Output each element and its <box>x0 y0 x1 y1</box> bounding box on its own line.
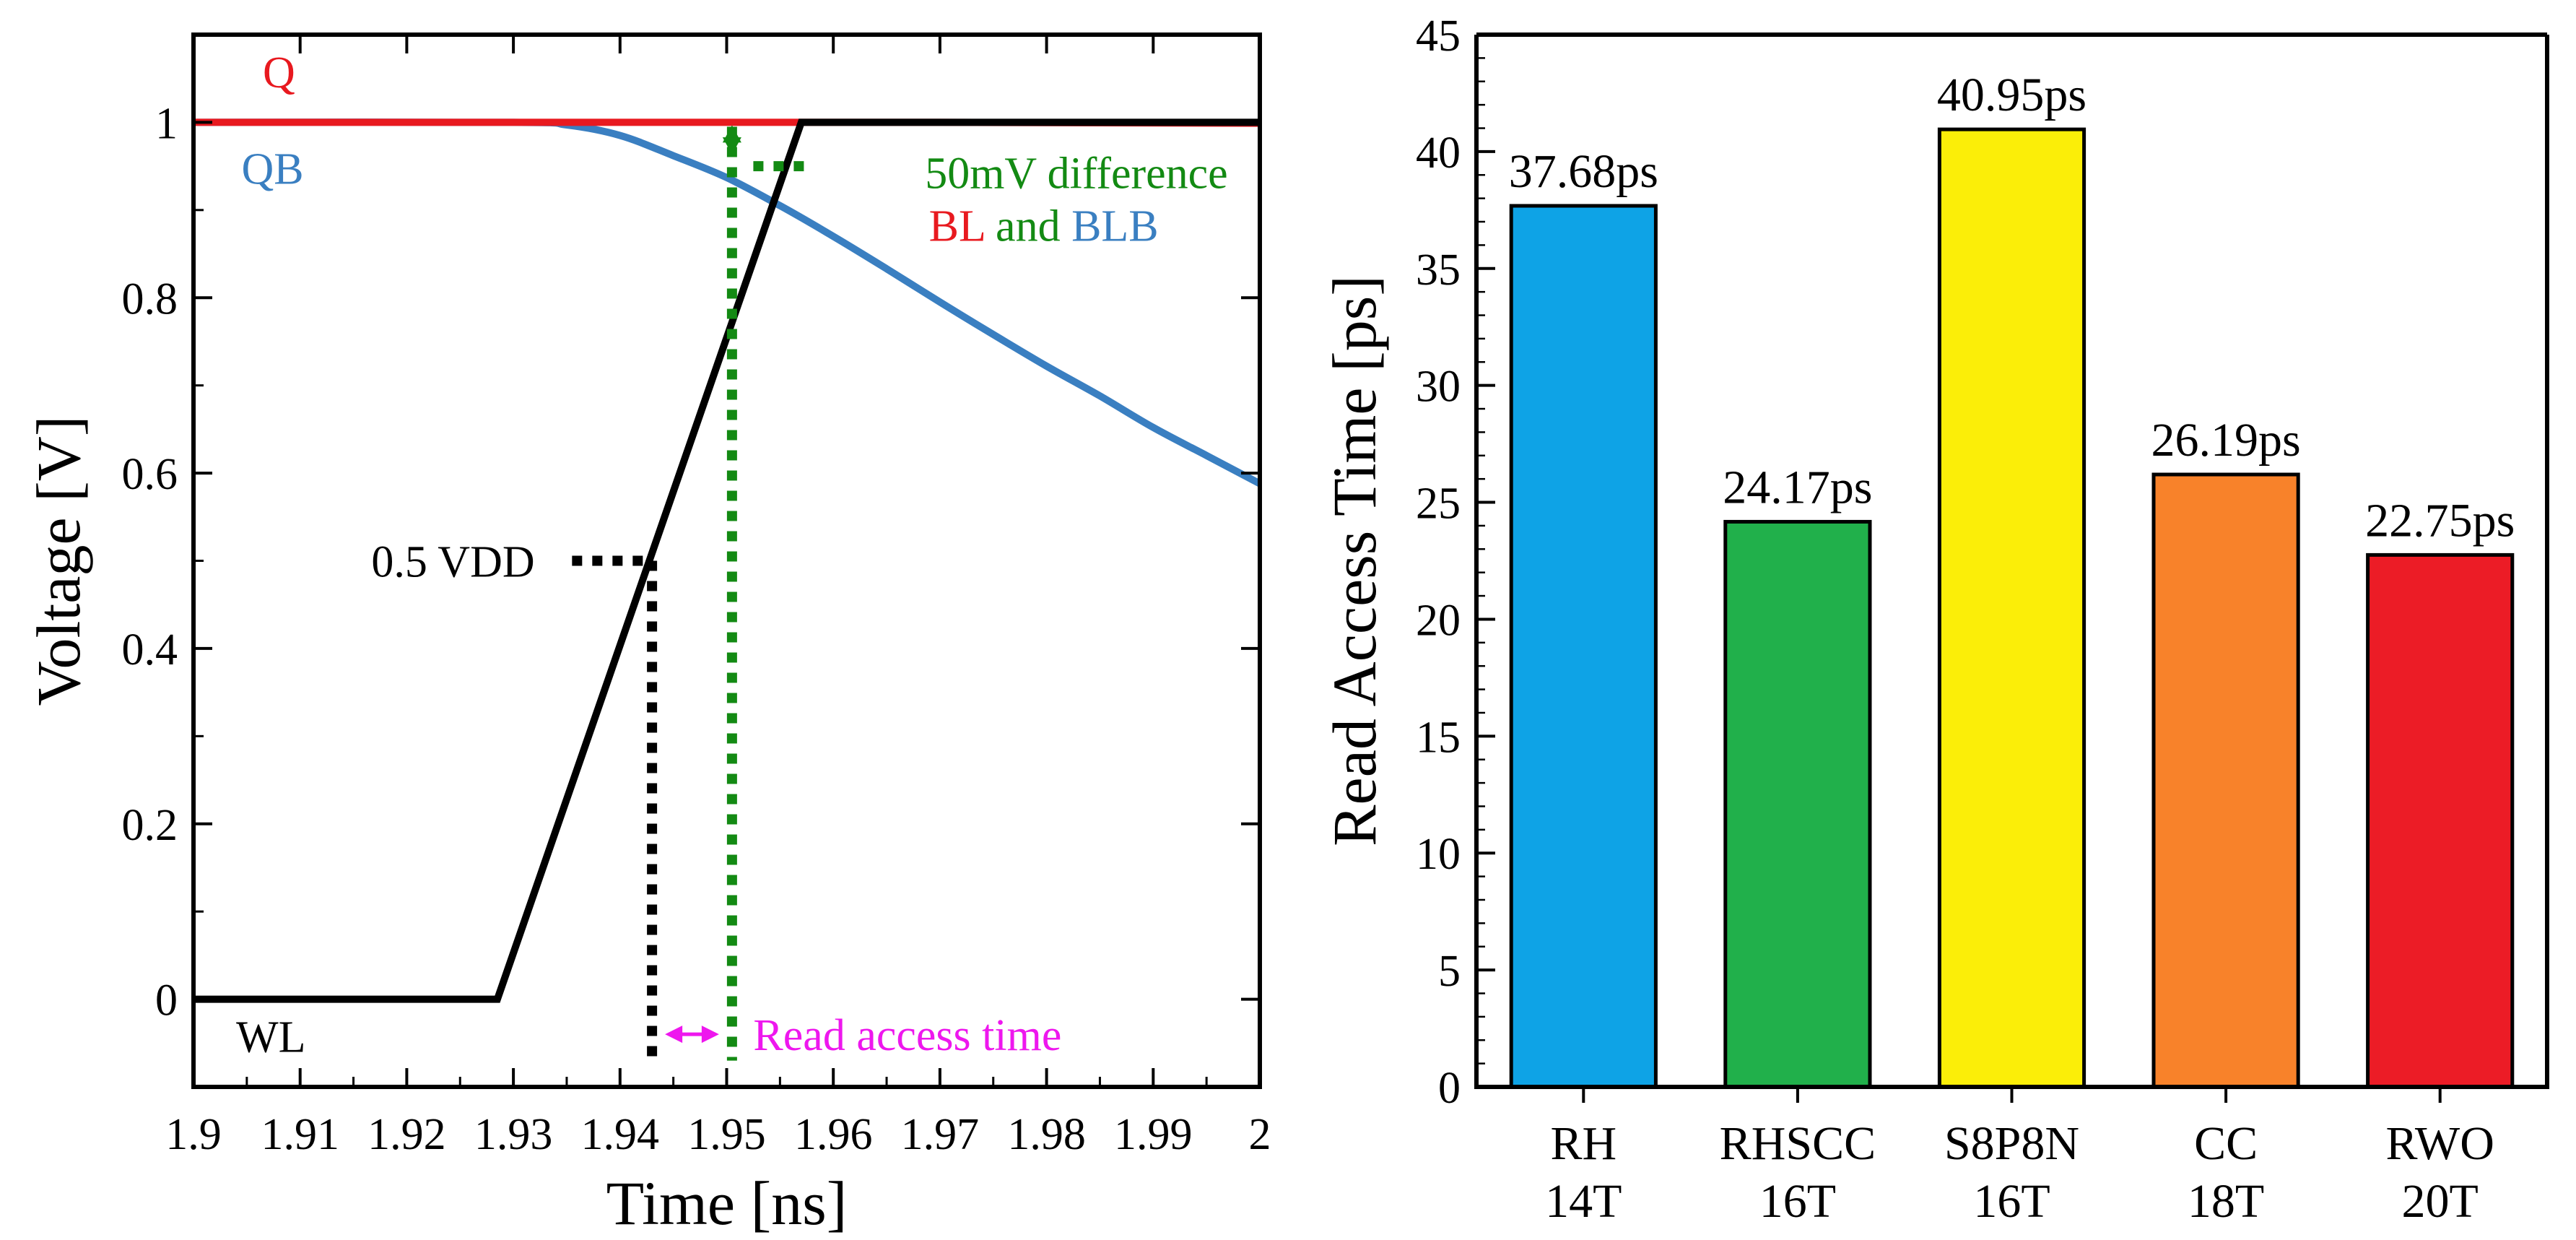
voltage-y-axis-title: Voltage [V] <box>24 415 93 706</box>
bl-label: BL <box>929 201 985 251</box>
bar-value-label: 40.95ps <box>1937 69 2087 121</box>
x-tick-label: 1.97 <box>901 1110 980 1159</box>
and-label: and <box>996 201 1061 251</box>
bar-y-tick-label: 10 <box>1416 830 1461 879</box>
bar-2 <box>1937 127 2087 1089</box>
bar-value-label: 37.68ps <box>1509 145 1658 198</box>
bar-4 <box>2366 552 2515 1089</box>
x-tick-label: 1.91 <box>261 1110 339 1159</box>
series-label-qb: QB <box>241 144 303 194</box>
bar-category-label-line1: RH <box>1550 1117 1616 1170</box>
x-tick-label: 1.9 <box>165 1110 222 1159</box>
voltage-series-layer <box>193 118 1262 1003</box>
y-tick-label: 0.2 <box>122 801 178 850</box>
bar-3 <box>2151 472 2300 1089</box>
bl-blb-annotation: BL and BLB <box>929 201 1159 251</box>
bar-y-tick-label: 35 <box>1416 246 1461 295</box>
bar-category-label-line2: 14T <box>1545 1175 1622 1228</box>
bar-y-tick-label: 25 <box>1416 480 1461 529</box>
bar-category-label-line1: RWO <box>2386 1117 2494 1170</box>
bar-y-tick-label: 15 <box>1416 713 1461 762</box>
read-access-arrow-head-right <box>701 1026 719 1044</box>
bar-y-tick-label: 0 <box>1438 1064 1461 1113</box>
bar-0 <box>1509 204 1658 1089</box>
bar-layer <box>1509 127 2515 1089</box>
y-tick-label: 0 <box>155 976 178 1026</box>
bar-category-label-line1: RHSCC <box>1720 1117 1876 1170</box>
y-tick-label: 0.4 <box>122 625 178 675</box>
x-tick-label: 1.93 <box>474 1110 553 1159</box>
bar-y-tick-label: 30 <box>1416 363 1461 412</box>
y-tick-label: 0.8 <box>122 274 178 324</box>
bar-category-label-line1: CC <box>2194 1117 2258 1170</box>
x-tick-label: 1.98 <box>1007 1110 1086 1159</box>
bar-y-axis-title: Read Access Time [ps] <box>1320 275 1389 846</box>
bar-category-label-line2: 18T <box>2188 1175 2264 1228</box>
series-label-wl: WL <box>236 1013 305 1062</box>
voltage-axis-ticks: 1.9 1.91 1.92 1.93 1.94 1.95 1.96 1.97 1.98 1.99 2… <box>122 33 1271 1159</box>
blb-label: BLB <box>1071 201 1159 251</box>
bar-y-tick-label: 5 <box>1438 947 1461 996</box>
x-tick-label: 1.92 <box>367 1110 446 1159</box>
fifty-mv-arrow-head-bottom <box>722 137 741 155</box>
x-tick-label: 1.94 <box>581 1110 660 1159</box>
bar-y-tick-label: 40 <box>1416 129 1461 178</box>
voltage-x-axis-title: Time [ns] <box>606 1169 848 1238</box>
y-tick-label: 1 <box>155 99 178 148</box>
bar-1 <box>1723 519 1872 1089</box>
bar-value-label: 24.17ps <box>1723 461 1872 513</box>
fifty-mv-annotation: 50mV difference <box>925 149 1228 198</box>
bar-category-label-line2: 16T <box>1973 1175 2050 1228</box>
bar-category-label-line2: 16T <box>1759 1175 1836 1228</box>
read-access-time-annotation: Read access time <box>753 1011 1061 1060</box>
bar-y-tick-label: 45 <box>1416 12 1461 61</box>
voltage-chart: 1.9 1.91 1.92 1.93 1.94 1.95 1.96 1.97 1.98 1.99 2… <box>24 32 1271 1238</box>
series-label-q: Q <box>263 48 295 97</box>
bar-category-label-line2: 20T <box>2402 1175 2479 1228</box>
x-tick-label: 1.96 <box>794 1110 873 1159</box>
read-access-arrow-head-left <box>665 1026 683 1044</box>
bar-value-label: 26.19ps <box>2151 414 2301 467</box>
x-tick-label: 1.99 <box>1114 1110 1193 1159</box>
series-line-wl <box>193 118 1260 1003</box>
bar-y-tick-label: 20 <box>1416 596 1461 645</box>
half-vdd-annotation: 0.5 VDD <box>371 538 534 587</box>
y-tick-label: 0.6 <box>122 450 178 499</box>
x-tick-label: 1.95 <box>687 1110 766 1159</box>
x-tick-label: 2 <box>1249 1110 1271 1159</box>
bar-value-label: 22.75ps <box>2365 494 2515 547</box>
annotation-layer <box>572 125 807 1061</box>
bar-category-label-line1: S8P8N <box>1944 1117 2079 1170</box>
